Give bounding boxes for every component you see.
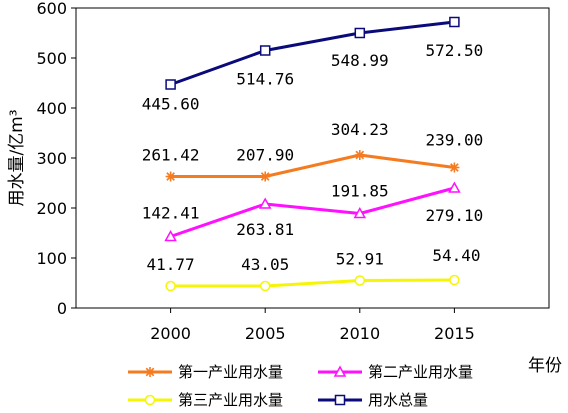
data-point-total	[165, 79, 176, 90]
data-label-tertiary: 52.91	[336, 250, 384, 269]
x-tick-label: 2015	[434, 324, 475, 343]
data-label-primary: 207.90	[236, 146, 294, 165]
x-axis-title: 年份	[528, 356, 562, 376]
series-line-total	[170, 20, 455, 86]
data-point-secondary	[258, 197, 272, 209]
legend-label: 第三产业用水量	[178, 391, 283, 409]
legend-marker-primary	[145, 367, 155, 377]
data-point-tertiary	[449, 274, 460, 286]
legend-marker-tertiary	[144, 394, 156, 406]
data-point-primary	[165, 171, 176, 182]
legend-item-primary: 第一产业用水量	[128, 363, 283, 381]
series-line-secondary	[170, 186, 455, 238]
data-label-primary: 261.42	[142, 146, 200, 165]
data-labels-layer: 261.42 207.90 304.23 239.00 142.41 263.81 191.…	[142, 41, 484, 274]
data-point-total	[259, 45, 271, 56]
data-label-tertiary: 43.05	[241, 255, 289, 274]
data-point-primary	[260, 171, 271, 182]
data-label-secondary: 279.10	[426, 206, 484, 225]
y-tick-label: 500	[36, 49, 67, 68]
data-label-secondary: 263.81	[236, 220, 294, 239]
data-point-tertiary	[354, 275, 366, 286]
data-label-total: 572.50	[426, 41, 484, 60]
data-point-primary	[449, 162, 460, 173]
data-point-secondary	[353, 206, 367, 219]
data-label-tertiary: 41.77	[147, 255, 195, 274]
y-tick-label: 100	[36, 249, 67, 268]
x-tick-label: 2005	[245, 324, 286, 343]
legend-item-tertiary: 第三产业用水量	[128, 391, 283, 409]
data-label-total: 514.76	[236, 70, 294, 89]
legend-marker-secondary	[333, 365, 347, 377]
data-point-primary	[354, 150, 365, 160]
legend-label: 用水总量	[368, 391, 428, 409]
data-label-primary: 304.23	[331, 120, 389, 139]
data-label-secondary: 191.85	[331, 182, 389, 201]
legend-label: 第一产业用水量	[178, 363, 283, 381]
series-line-primary	[170, 153, 455, 178]
data-point-tertiary	[165, 280, 176, 292]
axes-layer: 0 100 200 300 400 500 600 2000 2005 2010 2015 用水量/亿…	[7, 0, 562, 376]
data-label-total: 548.99	[331, 51, 389, 70]
series-layer	[164, 16, 461, 292]
x-tick-label: 2000	[150, 324, 191, 343]
y-tick-label: 200	[36, 199, 67, 218]
x-tick-label: 2010	[339, 324, 380, 343]
y-tick-label: 0	[57, 299, 67, 318]
data-label-primary: 239.00	[426, 131, 484, 150]
y-tick-label: 600	[36, 0, 67, 18]
y-axis-title: 用水量/亿m³	[7, 109, 27, 206]
data-label-tertiary: 54.40	[432, 246, 480, 265]
data-point-total	[449, 16, 460, 28]
data-point-secondary	[448, 181, 461, 193]
legend-item-secondary: 第二产业用水量	[318, 363, 473, 381]
data-point-tertiary	[259, 280, 271, 292]
data-label-secondary: 142.41	[142, 204, 200, 223]
data-point-secondary	[164, 229, 177, 242]
y-tick-label: 300	[36, 149, 67, 168]
y-tick-label: 400	[36, 99, 67, 118]
series-line-tertiary	[170, 278, 455, 288]
data-point-total	[354, 27, 366, 39]
legend-marker-total	[334, 394, 346, 406]
legend-item-total: 用水总量	[318, 391, 428, 409]
data-label-total: 445.60	[142, 95, 200, 114]
legend-label: 第二产业用水量	[368, 363, 473, 381]
